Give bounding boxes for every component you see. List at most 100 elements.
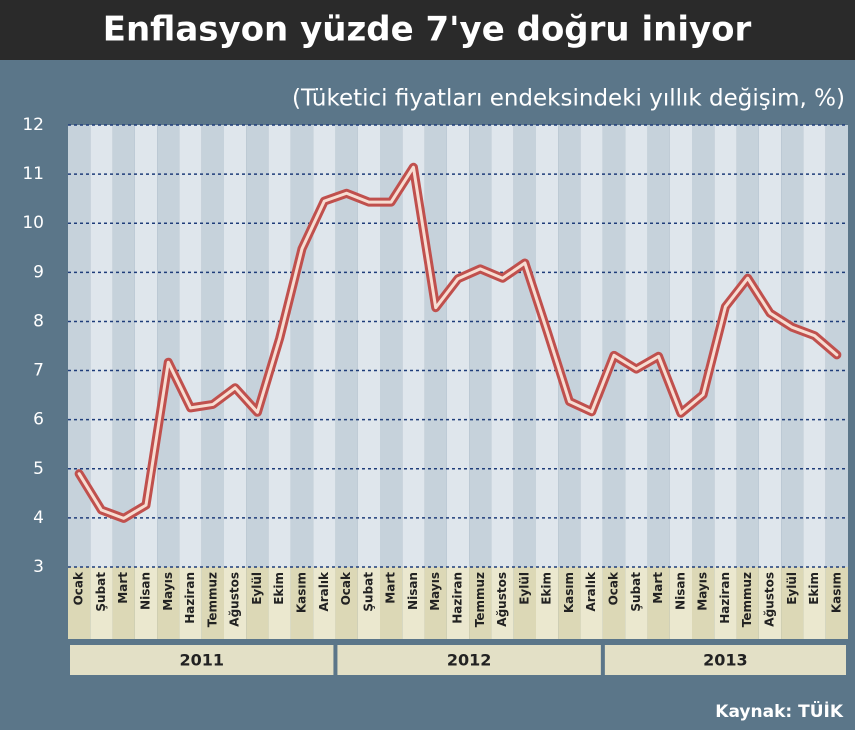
label-stripe: [157, 567, 180, 639]
label-stripe: [68, 567, 91, 639]
x-tick-label: Ağustos: [228, 572, 242, 627]
label-stripe: [357, 567, 380, 639]
label-stripe: [536, 567, 559, 639]
label-stripe: [246, 567, 269, 639]
label-stripe: [625, 567, 648, 639]
x-tick-label: Nisan: [673, 572, 687, 610]
y-tick-label: 11: [22, 164, 44, 184]
x-tick-label: Şubat: [629, 572, 643, 612]
plot-stripe: [335, 125, 358, 567]
label-stripe: [201, 567, 224, 639]
title-bar: [0, 0, 855, 60]
plot-stripe: [68, 125, 91, 567]
x-tick-label: Nisan: [406, 572, 420, 610]
label-stripe: [736, 567, 759, 639]
y-tick-label: 4: [33, 508, 44, 528]
plot-stripe: [491, 125, 514, 567]
x-tick-label: Haziran: [451, 572, 465, 624]
label-stripe: [513, 567, 536, 639]
x-tick-label: Aralık: [584, 571, 598, 612]
plot-stripe: [112, 125, 135, 567]
plot-stripe: [380, 125, 403, 567]
plot-stripe: [446, 125, 470, 567]
x-tick-label: Temmuz: [740, 572, 754, 627]
plot-stripe: [224, 125, 247, 567]
label-stripe: [469, 567, 492, 639]
label-stripe: [112, 567, 135, 639]
label-stripe: [602, 567, 626, 639]
year-label: 2013: [703, 651, 748, 670]
plot-stripe: [402, 125, 425, 567]
plot-stripe: [647, 125, 670, 567]
plot-stripe: [179, 125, 202, 567]
plot-stripe: [625, 125, 648, 567]
x-tick-label: Kasım: [829, 572, 843, 613]
x-tick-label: Aralık: [317, 571, 331, 612]
chart-subtitle: (Tüketici fiyatları endeksindeki yıllık …: [292, 86, 845, 112]
x-tick-label: Ocak: [339, 571, 353, 605]
y-tick-label: 10: [22, 213, 44, 233]
plot-stripe: [825, 125, 848, 567]
x-tick-label: Ocak: [72, 571, 86, 605]
plot-stripe: [714, 125, 737, 567]
label-stripe: [446, 567, 470, 639]
y-tick-label: 7: [33, 361, 44, 381]
plot-stripe: [290, 125, 314, 567]
x-tick-label: Kasım: [562, 572, 576, 613]
label-stripe: [224, 567, 247, 639]
plot-stripe: [246, 125, 269, 567]
plot-stripe: [803, 125, 826, 567]
plot-stripe: [201, 125, 224, 567]
y-tick-label: 6: [33, 410, 44, 430]
plot-stripe: [758, 125, 782, 567]
source: Kaynak: TÜİK: [715, 700, 844, 722]
x-tick-label: Mayıs: [161, 572, 175, 611]
x-tick-label: Mayıs: [428, 572, 442, 611]
x-tick-label: Mart: [384, 572, 398, 604]
plot-stripe: [157, 125, 180, 567]
x-tick-label: Ekim: [807, 572, 821, 605]
label-stripe: [424, 567, 447, 639]
label-stripe: [491, 567, 514, 639]
year-box: [604, 645, 846, 675]
x-tick-label: Eylül: [250, 572, 264, 605]
label-stripe: [90, 567, 113, 639]
x-tick-label: Nisan: [139, 572, 153, 610]
label-stripe: [179, 567, 202, 639]
x-tick-label: Ocak: [607, 571, 621, 605]
y-tick-label: 9: [33, 262, 44, 282]
label-stripe: [781, 567, 804, 639]
label-stripe: [758, 567, 782, 639]
label-stripe: [647, 567, 670, 639]
plot-stripe: [692, 125, 715, 567]
x-tick-label: Temmuz: [205, 572, 219, 627]
year-box: [337, 645, 601, 675]
label-stripe: [669, 567, 692, 639]
label-stripe: [313, 567, 336, 639]
y-tick-label: 5: [33, 459, 44, 479]
year-box: [70, 645, 334, 675]
label-stripe: [692, 567, 715, 639]
x-tick-label: Mart: [651, 572, 665, 604]
label-stripe: [714, 567, 737, 639]
x-tick-label: Kasım: [295, 572, 309, 613]
plot-stripe: [90, 125, 113, 567]
x-tick-label: Eylül: [517, 572, 531, 605]
x-tick-label: Ağustos: [763, 572, 777, 627]
x-tick-label: Haziran: [183, 572, 197, 624]
plot-stripe: [513, 125, 536, 567]
plot-stripe: [736, 125, 759, 567]
plot-stripe: [781, 125, 804, 567]
plot-stripe: [424, 125, 447, 567]
plot-stripe: [357, 125, 380, 567]
label-stripe: [402, 567, 425, 639]
x-tick-label: Ekim: [272, 572, 286, 605]
chart-title: Enflasyon yüzde 7'ye doğru iniyor: [103, 10, 752, 50]
label-stripe: [268, 567, 291, 639]
label-stripe: [580, 567, 603, 639]
year-label: 2012: [447, 651, 492, 670]
label-stripe: [290, 567, 314, 639]
plot-stripe: [313, 125, 336, 567]
label-stripe: [558, 567, 581, 639]
